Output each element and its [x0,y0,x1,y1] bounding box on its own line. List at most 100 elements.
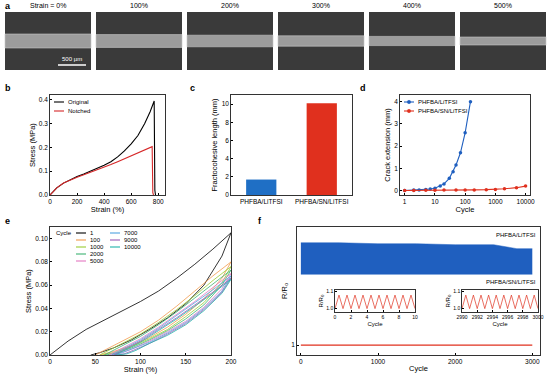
svg-text:2994: 2994 [487,314,498,320]
svg-text:8: 8 [398,314,401,320]
svg-text:1.0: 1.0 [453,305,460,311]
svg-text:3000: 3000 [532,314,543,320]
svg-text:10: 10 [222,100,230,107]
svg-text:0.00: 0.00 [35,351,48,358]
svg-text:10: 10 [431,198,439,205]
svg-text:c: c [190,83,195,93]
svg-text:10: 10 [412,314,418,320]
svg-text:150: 150 [180,358,191,365]
svg-text:e: e [5,216,10,226]
svg-text:100%: 100% [130,2,148,9]
svg-text:Stress (MPa): Stress (MPa) [24,269,33,313]
svg-text:Notched: Notched [68,108,90,114]
svg-text:R/R₀: R/R₀ [318,294,324,307]
svg-text:600: 600 [126,198,137,205]
svg-text:2998: 2998 [517,314,528,320]
svg-text:400: 400 [99,198,110,205]
svg-text:0.02: 0.02 [35,328,48,335]
svg-text:7000: 7000 [124,230,138,236]
svg-text:500%: 500% [494,2,512,9]
svg-text:0.08: 0.08 [35,258,48,265]
svg-text:500 µm: 500 µm [62,56,82,62]
svg-text:Stress (MPa): Stress (MPa) [28,123,37,167]
svg-text:0: 0 [48,198,52,205]
svg-text:0.04: 0.04 [35,305,48,312]
svg-text:9000: 9000 [124,237,138,243]
svg-text:0.06: 0.06 [35,281,48,288]
svg-text:R/R₀: R/R₀ [445,294,451,307]
svg-text:d: d [360,83,366,93]
svg-text:0: 0 [334,314,337,320]
svg-text:Cycle: Cycle [492,321,508,327]
svg-text:PHFBA/SN/LiTFSI: PHFBA/SN/LiTFSI [418,108,468,114]
svg-text:a: a [5,1,11,11]
svg-text:2: 2 [350,314,353,320]
svg-text:6: 6 [225,137,229,144]
svg-text:100: 100 [90,237,101,243]
svg-text:b: b [5,83,11,93]
svg-text:300%: 300% [312,2,330,9]
svg-text:Cycle: Cycle [456,205,475,214]
svg-text:4: 4 [394,98,398,105]
svg-text:PHFBA/LiTFSI: PHFBA/LiTFSI [418,99,458,105]
svg-text:10000: 10000 [517,198,535,205]
svg-text:1: 1 [291,341,295,348]
svg-text:0.3: 0.3 [39,120,48,127]
svg-text:0.4: 0.4 [39,96,48,103]
svg-text:10000: 10000 [124,244,141,250]
svg-text:PHFBA/SN/LiTFSI: PHFBA/SN/LiTFSI [295,198,349,205]
svg-text:0.10: 0.10 [35,235,48,242]
svg-text:PHFBA/SN/LiTFSI: PHFBA/SN/LiTFSI [486,279,536,285]
svg-text:800: 800 [153,198,164,205]
svg-text:0.0: 0.0 [39,191,48,198]
svg-text:200%: 200% [221,2,239,9]
svg-text:Strain (%): Strain (%) [124,365,158,374]
svg-text:2996: 2996 [502,314,513,320]
svg-text:PHFBA/LiTFSI: PHFBA/LiTFSI [496,232,536,238]
svg-text:400%: 400% [403,2,421,9]
svg-text:1: 1 [403,198,407,205]
svg-text:1000: 1000 [488,198,503,205]
svg-text:2000: 2000 [90,251,104,257]
svg-text:100: 100 [460,198,471,205]
svg-text:50: 50 [92,358,100,365]
svg-text:1.0: 1.0 [326,305,333,311]
svg-text:6: 6 [382,314,385,320]
svg-text:Crack extension (mm): Crack extension (mm) [383,108,392,182]
svg-text:Cycle: Cycle [409,364,428,373]
svg-text:0.1: 0.1 [39,167,48,174]
svg-text:8: 8 [225,119,229,126]
svg-text:1000: 1000 [371,358,386,365]
svg-text:0: 0 [299,358,303,365]
svg-text:2: 2 [225,173,229,180]
svg-text:200: 200 [226,358,237,365]
svg-text:1: 1 [90,230,94,236]
svg-text:200: 200 [72,198,83,205]
svg-text:Strain = 0%: Strain = 0% [30,2,66,9]
svg-text:5000: 5000 [90,258,104,264]
svg-text:0: 0 [48,358,52,365]
svg-text:Strain (%): Strain (%) [91,205,125,214]
svg-text:Fractocohesive length (mm): Fractocohesive length (mm) [210,98,219,191]
svg-text:Original: Original [68,99,89,105]
svg-text:100: 100 [135,358,146,365]
svg-text:2992: 2992 [472,314,483,320]
svg-text:2000: 2000 [448,358,463,365]
svg-text:1.1: 1.1 [453,288,460,294]
svg-text:1: 1 [394,165,398,172]
svg-text:0: 0 [225,191,229,198]
svg-text:1000: 1000 [90,244,104,250]
svg-text:2: 2 [394,142,398,149]
svg-text:PHFBA/LiTFSI: PHFBA/LiTFSI [240,198,283,205]
svg-text:0: 0 [394,187,398,194]
svg-text:f: f [258,216,262,226]
svg-text:0.2: 0.2 [39,144,48,151]
svg-text:Cycle: Cycle [56,230,72,236]
svg-text:2990: 2990 [456,314,467,320]
svg-text:1.1: 1.1 [326,288,333,294]
svg-text:Cycle: Cycle [367,321,383,327]
svg-text:4: 4 [366,314,369,320]
svg-text:3000: 3000 [525,358,540,365]
svg-text:4: 4 [225,155,229,162]
svg-text:3: 3 [394,120,398,127]
